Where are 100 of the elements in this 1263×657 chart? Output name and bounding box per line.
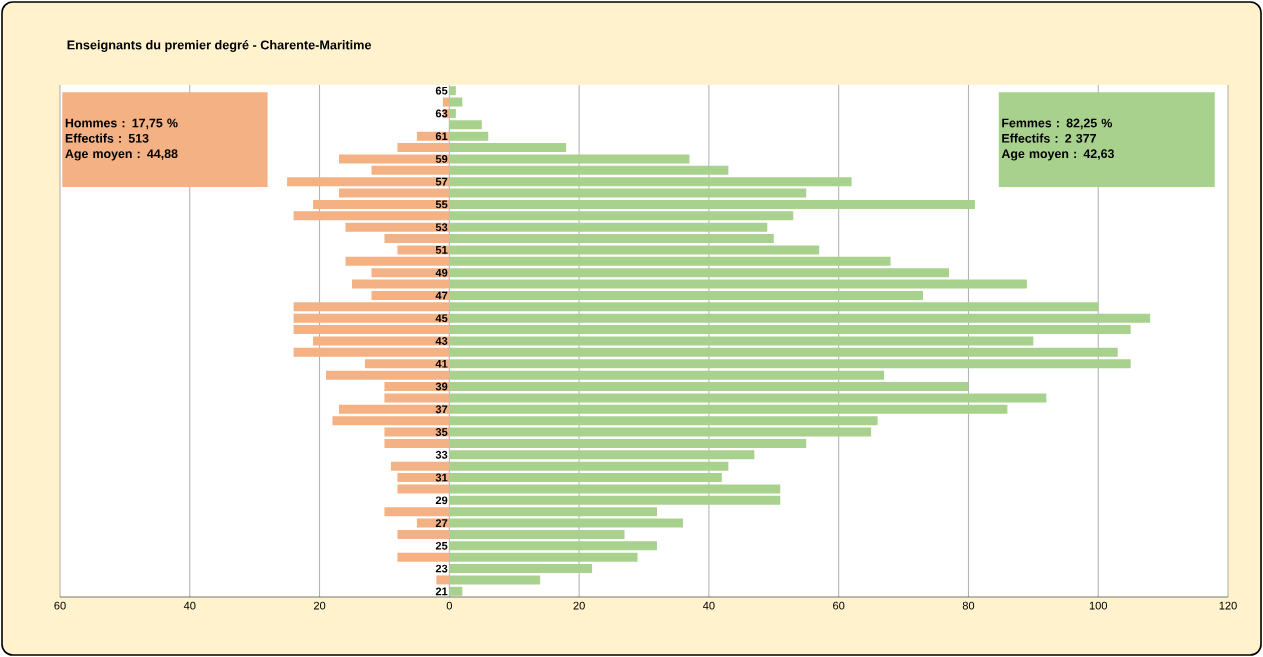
annotation: Effectifs : 513	[65, 133, 149, 143]
bar	[449, 461, 729, 471]
bar	[449, 86, 456, 96]
bar	[293, 347, 450, 357]
y-tick-label: 49	[435, 268, 448, 277]
bar	[449, 427, 872, 437]
bar	[293, 325, 450, 335]
bar	[390, 461, 450, 471]
bar	[313, 199, 450, 209]
bar	[449, 552, 638, 562]
bar	[449, 154, 690, 164]
bar	[449, 382, 969, 392]
annotation: Age moyen : 44,88	[65, 149, 178, 161]
y-tick-label: 41	[435, 359, 448, 368]
bar	[449, 416, 878, 426]
bar	[384, 393, 450, 403]
x-tick-label: 40	[702, 601, 715, 610]
bar	[436, 575, 450, 585]
bar	[449, 359, 1131, 369]
bar	[449, 438, 807, 448]
y-tick-label: 63	[435, 109, 448, 118]
y-tick-label: 37	[435, 405, 448, 414]
bar	[339, 188, 450, 198]
annotation: Hommes : 17,75 %	[65, 118, 178, 130]
chart-title: Enseignants du premier degré - Charente-Maritime	[67, 40, 372, 52]
bar	[384, 382, 450, 392]
bar	[449, 211, 794, 221]
bar	[384, 507, 450, 517]
bar	[449, 131, 489, 141]
bar	[397, 473, 450, 483]
bar	[384, 427, 450, 437]
y-tick-label: 61	[435, 132, 448, 141]
x-tick-label: 60	[833, 601, 845, 610]
x-tick-label: 20	[313, 601, 326, 610]
bar	[449, 564, 593, 574]
bar	[326, 370, 450, 380]
bar	[371, 165, 450, 175]
bar	[397, 484, 450, 494]
bar	[442, 97, 450, 107]
bar	[364, 359, 450, 369]
y-tick-label: 39	[435, 382, 448, 391]
bar	[345, 222, 450, 232]
y-tick-label: 31	[435, 473, 448, 482]
y-tick-label: 65	[435, 86, 448, 95]
x-tick-label: 120	[1219, 601, 1237, 610]
bar	[339, 404, 450, 414]
x-tick-label: 60	[54, 601, 66, 610]
bar	[371, 268, 450, 278]
y-tick-label: 55	[435, 200, 448, 209]
bar	[449, 541, 657, 551]
bar	[449, 143, 567, 153]
y-tick-label: 29	[435, 496, 448, 505]
bar	[449, 188, 807, 198]
bar	[384, 438, 450, 448]
bar	[449, 484, 781, 494]
bar	[449, 268, 949, 278]
bar	[449, 245, 820, 255]
bar	[287, 177, 450, 187]
bar	[397, 552, 450, 562]
bar	[449, 336, 1034, 346]
annotation: Femmes : 82,25 %	[1002, 118, 1113, 130]
bar	[449, 507, 657, 517]
y-tick-label: 33	[435, 450, 448, 459]
bar	[397, 529, 450, 539]
bar	[449, 347, 1118, 357]
bar	[449, 325, 1131, 335]
y-tick-label: 27	[435, 519, 448, 527]
bar	[293, 302, 450, 312]
y-tick-label: 57	[435, 177, 448, 186]
bar	[449, 404, 1008, 414]
bar	[449, 370, 885, 380]
x-tick-label: 80	[962, 601, 975, 610]
bar	[449, 575, 541, 585]
y-tick-label: 21	[435, 587, 448, 596]
bar	[313, 336, 450, 346]
x-tick-label: 0	[446, 601, 452, 610]
bar	[449, 473, 722, 483]
bar	[449, 393, 1047, 403]
bar	[449, 495, 781, 505]
bar	[449, 108, 456, 118]
bar	[339, 154, 450, 164]
annotation: Effectifs : 2 377	[1002, 133, 1096, 143]
bar	[449, 586, 463, 596]
x-tick-label: 40	[183, 601, 196, 610]
bar	[345, 256, 450, 266]
bar	[449, 529, 625, 539]
bar	[384, 234, 450, 244]
bar	[449, 177, 852, 187]
bar	[449, 518, 683, 528]
x-tick-label: 100	[1089, 601, 1108, 610]
bar	[371, 290, 450, 300]
bar	[293, 313, 450, 323]
bar	[449, 199, 975, 209]
y-tick-label: 47	[435, 291, 448, 300]
y-tick-label: 23	[435, 564, 448, 573]
bar	[449, 256, 891, 266]
bar	[449, 165, 729, 175]
bar	[449, 279, 1027, 289]
y-tick-label: 51	[435, 246, 448, 254]
bar	[449, 450, 755, 460]
